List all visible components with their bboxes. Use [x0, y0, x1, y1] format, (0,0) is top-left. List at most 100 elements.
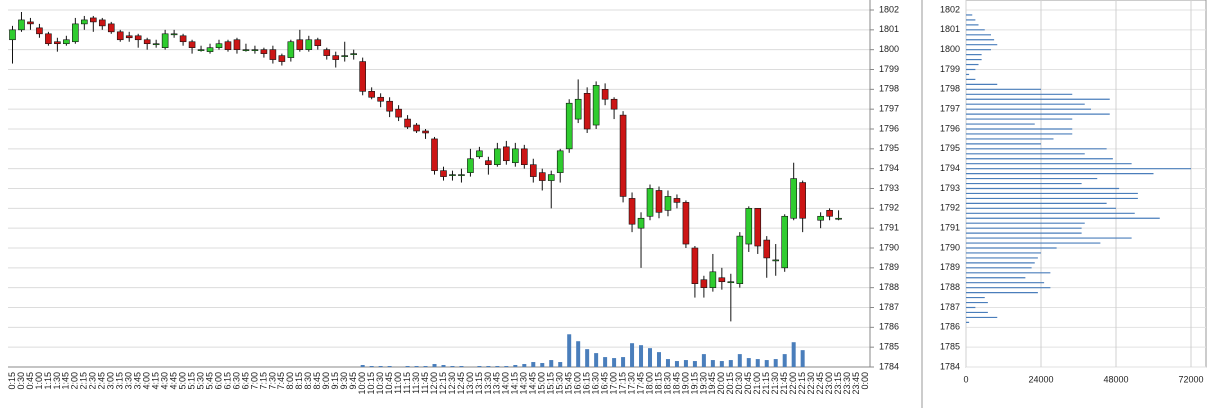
x-tick-label: 3:15 [115, 372, 125, 390]
y-tick-label: 1802 [879, 4, 899, 14]
candle-body [655, 190, 663, 213]
x-tick-label: 17:15 [617, 372, 627, 395]
volume-bar [486, 366, 491, 367]
y-tick-label: 1798 [940, 84, 960, 94]
candle-body [449, 174, 456, 176]
y-tick-label: 1800 [879, 44, 899, 54]
candle-body [54, 41, 61, 45]
candle-body [63, 39, 70, 45]
x-tick-label: 12:00 [429, 372, 439, 395]
x-tick-label: 23:15 [833, 372, 843, 395]
candle-body [152, 43, 160, 46]
x-tick-label: 1:30 [52, 372, 62, 390]
y-tick-label: 1792 [940, 203, 960, 213]
candle-body [170, 33, 178, 36]
x-tick-label: 5:45 [204, 372, 214, 390]
candle-body [188, 41, 196, 48]
candle-body [790, 178, 797, 219]
y-tick-label: 1796 [940, 123, 960, 133]
x-tick-label: 22:15 [797, 372, 807, 395]
x-tick-label: 20:30 [734, 372, 744, 395]
x-tick-label: 7:45 [276, 372, 286, 390]
volume-bar [558, 362, 563, 367]
x-tick-label: 2:00 [70, 372, 80, 390]
y-tick-label: 1787 [940, 302, 960, 312]
volume-bar [378, 366, 383, 367]
candle-body [763, 239, 771, 259]
x-tick-label: 9:30 [339, 372, 349, 390]
x-tick-label: 15:30 [555, 372, 565, 395]
y-tick-label: 1794 [879, 163, 899, 173]
x-tick-label: 3:00 [106, 372, 116, 390]
x-tick-label: 4:45 [168, 372, 178, 390]
x-tick-label: 7:30 [267, 372, 277, 390]
candle-body [467, 158, 474, 173]
x-tick-label: 8:45 [312, 372, 322, 390]
candle-body [224, 41, 232, 50]
x-tick-label: 13:45 [492, 372, 502, 395]
y-tick-label: 1784 [879, 361, 899, 371]
volume-bar [791, 342, 796, 367]
candle-body [628, 198, 636, 225]
candle-body [682, 202, 690, 245]
x-tick-label: 13:30 [483, 372, 493, 395]
x-tick-label: 13:00 [465, 372, 475, 395]
candle-body [413, 124, 420, 132]
candle-body [197, 49, 205, 51]
candle-body [835, 217, 842, 220]
volume-bar [728, 360, 733, 367]
candle-body [206, 47, 214, 52]
x-tick-label: 9:00 [321, 372, 331, 390]
x-tick-label: 15:00 [537, 372, 547, 395]
volume-bar [513, 365, 518, 367]
candle-body [538, 172, 546, 181]
candle-body [718, 277, 726, 283]
x-tick-label: 21:30 [770, 372, 780, 395]
candle-body [233, 39, 241, 50]
x-tick-label: 14:15 [510, 372, 520, 395]
candle-body [269, 49, 277, 60]
volume-bar [414, 366, 419, 367]
x-tick-label: 3:45 [133, 372, 143, 390]
y-tick-label: 1797 [940, 104, 960, 114]
volume-bar [719, 361, 724, 367]
y-tick-label: 1801 [879, 24, 899, 34]
candle-body [817, 215, 824, 221]
x-tick-label: 7:00 [249, 372, 259, 390]
x-tick-label: 18:15 [653, 372, 663, 395]
candle-body [700, 279, 708, 288]
volume-bar [504, 366, 509, 367]
x-tick-label: 6:30 [231, 372, 241, 390]
x-tick-label: 6:00 [213, 372, 223, 390]
volume-bar [648, 348, 653, 367]
x-tick-label: 21:00 [752, 372, 762, 395]
x-tick-label: 21:15 [761, 372, 771, 395]
x-tick-label: 6:15 [222, 372, 232, 390]
y-tick-label: 1793 [879, 183, 899, 193]
volume-bar [683, 360, 688, 367]
candle-body [565, 102, 573, 150]
candle-body [709, 271, 717, 288]
candle-body [529, 164, 537, 177]
y-tick-label: 1799 [879, 64, 899, 74]
x-tick-label: 18:00 [644, 372, 654, 395]
volume-bar [405, 366, 410, 367]
volume-bar [495, 366, 500, 367]
x-tick-label: 19:15 [689, 372, 699, 395]
volume-bar [782, 354, 787, 367]
volume-bar [674, 361, 679, 367]
volume-bar [477, 366, 482, 367]
volume-bar [459, 366, 464, 367]
x-tick-label: 17:30 [626, 372, 636, 395]
volume-bar [764, 360, 769, 367]
x-tick-label: 1:45 [61, 372, 71, 390]
candle-body [494, 148, 501, 165]
x-tick-label: 4:15 [151, 372, 161, 390]
volume-bar [549, 360, 554, 367]
candle-body [727, 281, 735, 284]
x-tick-label: 12:15 [438, 372, 448, 395]
volume-bar [737, 354, 742, 367]
x-tick-label: 5:15 [186, 372, 196, 390]
